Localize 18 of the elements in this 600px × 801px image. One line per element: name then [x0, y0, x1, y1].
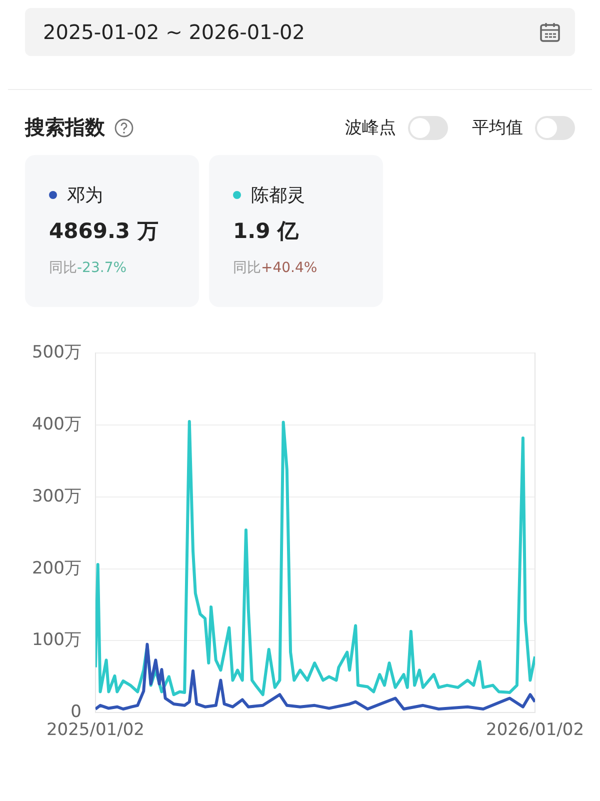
- legend-label: 邓为: [67, 184, 103, 207]
- text: 2025-01-02 ~ 2026-01-02: [43, 20, 305, 44]
- y-tick-label: 0: [70, 702, 82, 722]
- y-tick-label: 500万: [32, 342, 82, 363]
- text: 波峰点: [345, 117, 396, 139]
- x-tick-label: 2026/01/02: [486, 720, 584, 740]
- chart-title: 搜索指数: [25, 114, 105, 141]
- text: 4869.3 万: [49, 218, 160, 245]
- text: 同比-23.7%: [49, 259, 128, 277]
- text: 1.9 亿: [233, 218, 300, 245]
- x-tick-label: 2025/01/02: [46, 720, 144, 740]
- text: 平均值: [472, 117, 523, 139]
- y-tick-label: 400万: [32, 414, 82, 434]
- y-tick-label: 200万: [32, 558, 82, 578]
- text: 同比+40.4%: [233, 259, 318, 277]
- y-tick-label: 100万: [32, 630, 82, 650]
- legend-label: 陈都灵: [251, 184, 305, 207]
- y-tick-label: 300万: [32, 486, 82, 506]
